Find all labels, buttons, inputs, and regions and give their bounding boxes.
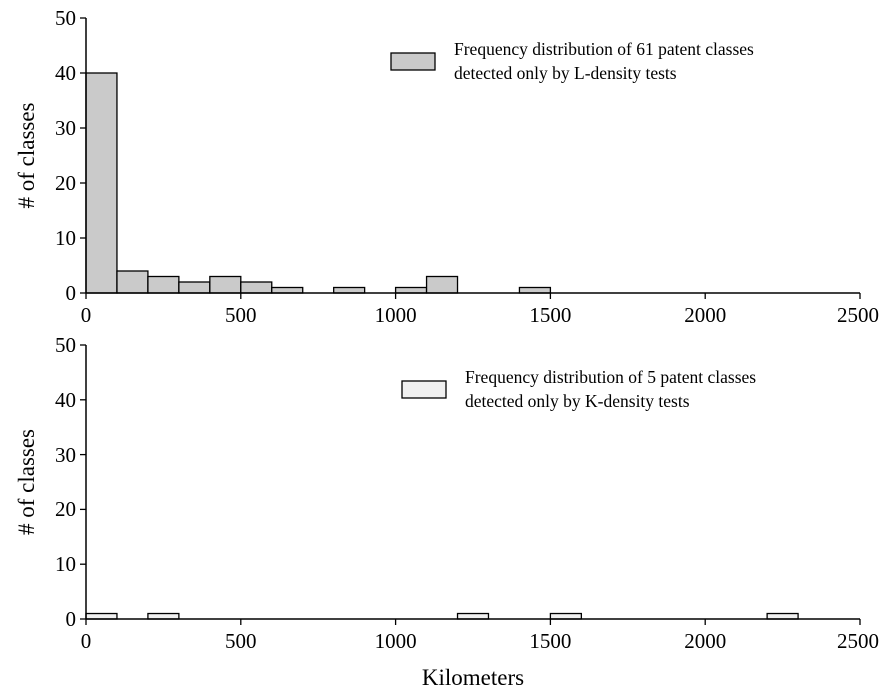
bottom-bar-1500-1600 <box>549 612 583 620</box>
top-bar-500-600 <box>240 281 273 294</box>
bottom-x-tick-label-2500: 2500 <box>837 629 879 653</box>
top-ticks-group <box>80 17 861 299</box>
top-legend-label-line1: Frequency distribution of 61 patent clas… <box>454 39 754 59</box>
bottom-x-tick-label-0: 0 <box>81 629 92 653</box>
bottom-y-tick-label-50: 50 <box>55 333 76 357</box>
top-x-tick-label-1500: 1500 <box>529 303 571 327</box>
top-y-tick-label-20: 20 <box>55 171 76 195</box>
bottom-x-tick-label-500: 500 <box>225 629 257 653</box>
top-x-tick-label-1000: 1000 <box>375 303 417 327</box>
bottom-y-tick-label-40: 40 <box>55 388 76 412</box>
bottom-x-axis-title: Kilometers <box>422 665 524 690</box>
top-bar-300-400 <box>178 281 211 294</box>
top-bar-0-100 <box>85 72 118 294</box>
bottom-bar-2200-2300 <box>766 612 799 620</box>
top-bar-200-300 <box>147 275 180 294</box>
top-legend: Frequency distribution of 61 patent clas… <box>390 39 754 83</box>
bottom-x-tick-label-1000: 1000 <box>375 629 417 653</box>
top-bars-group <box>85 72 552 294</box>
bottom-bar-200-300 <box>147 612 180 620</box>
bottom-x-tick-label-1500: 1500 <box>529 629 571 653</box>
bottom-y-axis-title: # of classes <box>14 429 39 535</box>
top-bar-100-200 <box>116 270 149 294</box>
bottom-legend-swatch <box>401 380 447 399</box>
top-legend-label-line2: detected only by L-density tests <box>454 63 677 83</box>
top-y-tick-label-40: 40 <box>55 61 76 85</box>
bottom-legend: Frequency distribution of 5 patent class… <box>401 367 756 411</box>
bottom-histogram-panel: 0 10 20 30 40 50 0 500 1000 1500 2000 25… <box>14 333 879 690</box>
top-x-tick-label-0: 0 <box>81 303 92 327</box>
top-x-tick-label-2000: 2000 <box>684 303 726 327</box>
top-y-tick-label-0: 0 <box>66 281 77 305</box>
top-y-tick-label-10: 10 <box>55 226 76 250</box>
top-bar-1400-1500 <box>518 286 552 294</box>
bottom-legend-label-line2: detected only by K-density tests <box>465 391 690 411</box>
bottom-bars-group <box>85 612 799 620</box>
top-x-tick-label-2500: 2500 <box>837 303 879 327</box>
bottom-bar-0-100 <box>85 612 118 620</box>
bottom-y-tick-label-30: 30 <box>55 443 76 467</box>
top-bar-1100-1200 <box>425 275 459 294</box>
bottom-y-tick-label-0: 0 <box>66 607 77 631</box>
top-y-axis-title: # of classes <box>14 102 39 208</box>
top-y-tick-label-50: 50 <box>55 6 76 30</box>
bottom-legend-label-line1: Frequency distribution of 5 patent class… <box>465 367 756 387</box>
top-bar-400-500 <box>209 275 242 294</box>
bottom-x-tick-label-2000: 2000 <box>684 629 726 653</box>
top-bar-600-700 <box>271 286 304 294</box>
top-legend-swatch <box>390 52 436 71</box>
top-x-tick-label-500: 500 <box>225 303 257 327</box>
bottom-ticks-group <box>80 344 861 625</box>
bottom-bar-1200-1300 <box>456 612 490 620</box>
top-y-tick-label-30: 30 <box>55 116 76 140</box>
top-histogram-panel: 0 10 20 30 40 50 0 500 1000 1500 2000 25… <box>14 6 879 327</box>
top-bar-800-900 <box>333 286 366 294</box>
bottom-y-tick-label-10: 10 <box>55 552 76 576</box>
bottom-y-tick-label-20: 20 <box>55 497 76 521</box>
top-bar-1000-1100 <box>394 286 428 294</box>
